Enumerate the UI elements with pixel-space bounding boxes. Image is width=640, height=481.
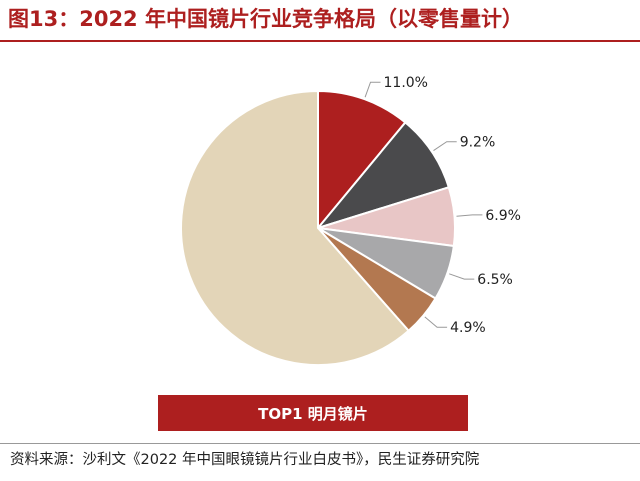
leader-line-2 <box>433 141 457 152</box>
pie-slice-1 <box>317 89 407 231</box>
pie-data-labels: 11.0% 9.2% 6.9% 6.5% 4.9% <box>384 75 521 336</box>
data-label-2: 9.2% <box>460 135 496 151</box>
source-note: 资料来源：沙利文《2022 年中国眼镜镜片行业白皮书》，民生证券研究院 <box>10 452 480 468</box>
title-divider <box>0 40 640 42</box>
pie-slices <box>180 89 456 366</box>
pie-slice-2 <box>315 121 451 230</box>
data-label-1: 11.0% <box>384 75 428 91</box>
leader-line-1 <box>364 81 381 98</box>
pie-slice-6 <box>180 89 411 366</box>
pie-chart: 11.0% 9.2% 6.9% 6.5% 4.9% <box>180 75 521 366</box>
data-label-3: 6.9% <box>485 208 521 224</box>
source-divider <box>0 443 640 444</box>
pie-leader-lines <box>364 81 483 328</box>
leader-line-3 <box>456 214 483 217</box>
chart-title: 图13：2022 年中国镜片行业竞争格局（以零售量计） <box>8 7 523 31</box>
leader-line-5 <box>424 316 448 328</box>
data-label-4: 6.5% <box>477 272 513 288</box>
leader-line-4 <box>449 273 475 280</box>
data-label-5: 4.9% <box>450 320 486 336</box>
legend-entry-top1: TOP1 明月镜片 <box>158 395 468 431</box>
